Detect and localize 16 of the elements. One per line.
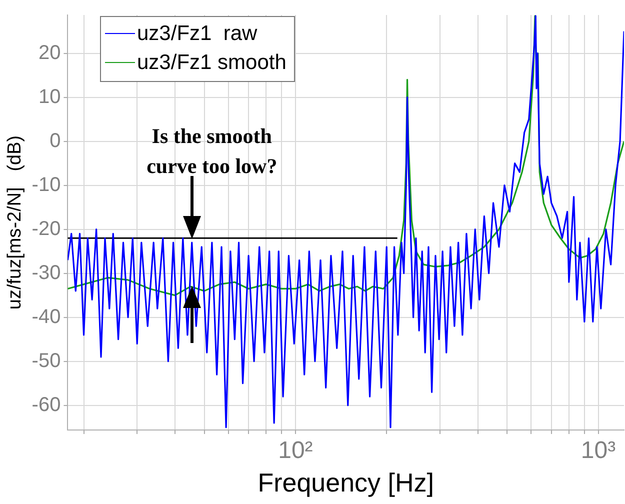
y-tick-label: -40	[32, 306, 61, 328]
y-tick-label: 0	[50, 130, 61, 152]
x-axis-title: Frequency [Hz]	[258, 468, 434, 498]
legend-label: uz3/Fz1 raw	[137, 21, 258, 47]
y-axis-title: uz/fuz[ms-2/N] (dB)	[4, 135, 26, 310]
y-tick-label: 10	[38, 86, 61, 108]
y-tick-label: 20	[38, 42, 61, 64]
y-tick-label: -10	[32, 174, 61, 196]
x-tick-label: 10²	[278, 437, 313, 464]
x-tick-label: 10³	[580, 437, 616, 464]
y-tick-label: -60	[32, 394, 61, 416]
y-tick-label: -20	[32, 218, 61, 240]
y-tick-label: -30	[32, 262, 61, 284]
y-tick-label: -50	[32, 350, 61, 372]
annotation: Is the smooth curve too low?	[146, 124, 278, 178]
legend-label: uz3/Fz1 smooth	[137, 50, 286, 76]
